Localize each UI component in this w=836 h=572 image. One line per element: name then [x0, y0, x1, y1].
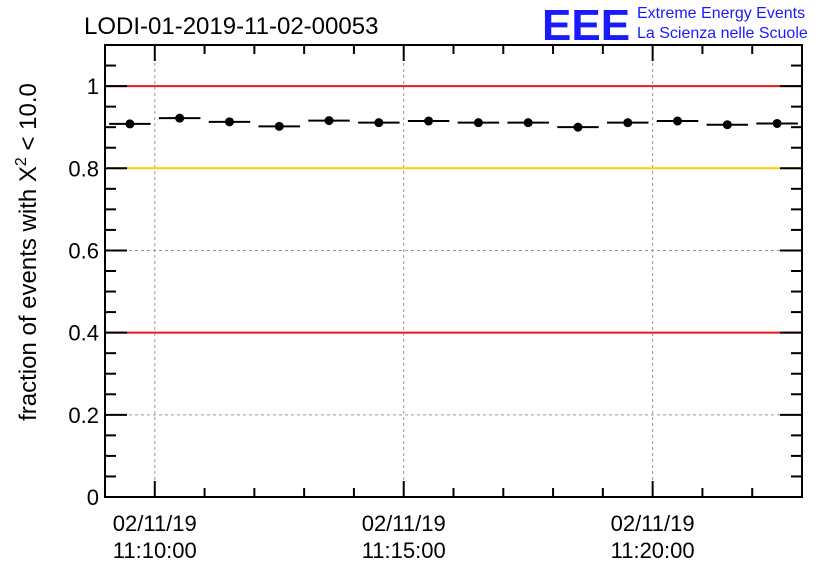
- data-point-5: [374, 118, 384, 128]
- x-tick-labels: 02/11/1911:10:0002/11/1911:15:0002/11/19…: [113, 511, 695, 563]
- data-point-9: [573, 122, 583, 132]
- x-tick-label-date-2: 02/11/19: [611, 511, 695, 536]
- eee-logo-mark: EEE: [542, 1, 630, 50]
- data-point-3: [274, 121, 284, 131]
- data-point-8: [523, 118, 533, 128]
- chart-title: LODI-01-2019-11-02-00053: [84, 13, 378, 40]
- data-point-1: [175, 113, 185, 123]
- y-axis-label-superscript: 2: [13, 157, 30, 166]
- y-tick-label-0: 0: [87, 485, 99, 510]
- data-point-12: [722, 120, 732, 130]
- grid: [105, 45, 802, 497]
- eee-logo: EEE Extreme Energy Events La Scienza nel…: [542, 1, 808, 50]
- y-tick-label-4: 0.8: [68, 156, 99, 181]
- reference-lines: [105, 85, 802, 334]
- data-point-11: [673, 116, 683, 126]
- data-point-4: [324, 116, 334, 126]
- x-tick-label-time-0: 11:10:00: [113, 538, 197, 563]
- x-tick-label-time-1: 11:15:00: [362, 538, 446, 563]
- data-point-0: [125, 119, 135, 129]
- data-series: [109, 113, 798, 132]
- y-tick-label-2: 0.4: [68, 321, 99, 346]
- y-axis-label-prefix: fraction of events with: [15, 182, 42, 421]
- data-point-10: [623, 118, 633, 128]
- y-tick-label-5: 1: [87, 74, 99, 99]
- y-axis-label-symbol: X: [15, 166, 42, 182]
- eee-logo-line1: Extreme Energy Events: [637, 5, 805, 22]
- data-point-2: [224, 117, 234, 127]
- axis-ticks: [104, 44, 803, 498]
- x-tick-label-time-2: 11:20:00: [611, 538, 695, 563]
- y-tick-label-3: 0.6: [68, 238, 99, 263]
- data-point-7: [473, 118, 483, 128]
- plot-frame: [104, 44, 803, 498]
- y-tick-labels: 0 0.2 0.4 0.6 0.8 1: [68, 74, 99, 510]
- x-tick-label-date-1: 02/11/19: [362, 511, 446, 536]
- data-point-6: [424, 116, 434, 126]
- y-axis-label: fraction of events with X2 < 10.0: [13, 83, 42, 421]
- eee-logo-line2: La Scienza nelle Scuole: [637, 25, 808, 42]
- y-axis-label-suffix: < 10.0: [15, 83, 42, 157]
- y-tick-label-1: 0.2: [68, 403, 99, 428]
- data-point-13: [772, 118, 782, 128]
- x-tick-label-date-0: 02/11/19: [113, 511, 197, 536]
